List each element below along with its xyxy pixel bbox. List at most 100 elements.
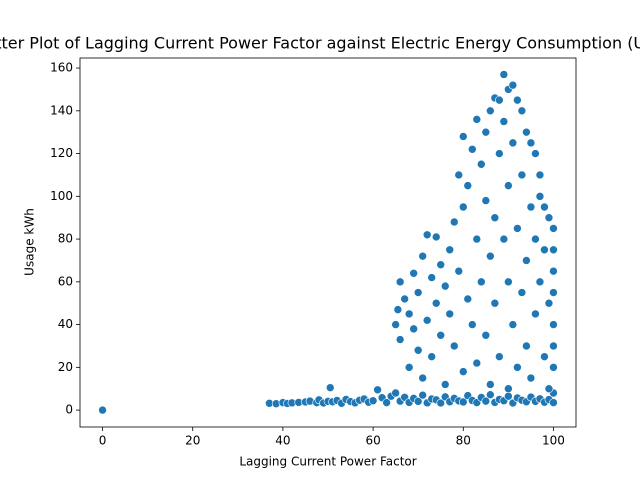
point: [499, 234, 509, 244]
point: [549, 341, 558, 351]
point: [522, 127, 531, 137]
point: [499, 70, 509, 79]
y-tick-label: 60: [58, 274, 73, 288]
point: [486, 106, 495, 116]
point: [445, 245, 455, 255]
x-tick-label: 20: [185, 434, 200, 448]
point: [477, 159, 486, 169]
point: [393, 305, 403, 314]
point: [540, 202, 549, 212]
point: [422, 316, 432, 325]
point: [504, 277, 513, 287]
point: [549, 363, 558, 372]
point: [531, 234, 540, 244]
point: [517, 170, 527, 180]
point: [544, 298, 554, 308]
point: [526, 202, 536, 212]
point: [477, 277, 486, 287]
point: [404, 309, 414, 319]
point: [98, 405, 107, 415]
point: [486, 390, 495, 400]
point: [431, 298, 441, 308]
point: [463, 294, 473, 304]
point: [427, 273, 437, 282]
point: [458, 132, 468, 141]
point: [540, 245, 549, 255]
point: [472, 234, 482, 244]
point: [526, 138, 536, 148]
point: [467, 144, 477, 154]
point: [513, 95, 522, 105]
point: [495, 149, 504, 158]
point: [404, 363, 414, 372]
point: [440, 281, 450, 291]
point: [535, 170, 545, 180]
chart-title: Scatter Plot of Lagging Current Power Fa…: [0, 34, 640, 53]
point: [449, 217, 459, 227]
point: [449, 341, 459, 351]
point: [549, 320, 558, 329]
point: [467, 320, 477, 329]
point: [481, 396, 491, 406]
plot-frame: [79, 57, 577, 428]
y-tick-label: 100: [50, 189, 73, 203]
point: [458, 397, 468, 407]
point: [454, 266, 464, 276]
y-axis-label: Usage kWh: [23, 208, 37, 276]
point: [391, 320, 400, 329]
point: [549, 266, 558, 276]
y-tick-label: 160: [50, 61, 73, 75]
point: [486, 251, 495, 261]
point: [481, 127, 491, 137]
point: [458, 202, 468, 212]
point: [418, 390, 427, 400]
point: [325, 383, 335, 392]
x-tick-label: 80: [456, 434, 471, 448]
point: [413, 345, 423, 355]
point: [427, 352, 437, 361]
point: [472, 358, 482, 368]
x-tick-label: 100: [542, 434, 565, 448]
point: [458, 367, 468, 376]
point: [481, 330, 491, 340]
point: [508, 320, 518, 329]
point: [445, 309, 455, 319]
point: [531, 309, 540, 319]
point: [486, 380, 495, 389]
point: [504, 391, 513, 401]
x-tick-label: 0: [99, 434, 107, 448]
point: [549, 224, 558, 233]
point: [535, 192, 545, 201]
point: [409, 324, 418, 334]
point: [490, 213, 500, 223]
point: [431, 232, 441, 242]
point: [395, 277, 405, 287]
point: [395, 335, 405, 344]
point: [422, 230, 432, 240]
point: [522, 341, 531, 351]
point: [490, 298, 500, 308]
point: [436, 260, 446, 270]
point: [436, 330, 446, 340]
point: [368, 396, 378, 406]
point: [418, 373, 427, 383]
point: [499, 117, 509, 126]
point: [517, 288, 527, 297]
point: [535, 277, 545, 287]
y-tick-label: 120: [50, 146, 73, 160]
point: [549, 245, 558, 255]
point: [418, 251, 427, 261]
y-tick-label: 0: [65, 403, 73, 417]
y-tick-label: 80: [58, 232, 73, 246]
point: [409, 268, 418, 278]
point: [531, 149, 540, 158]
point: [495, 95, 504, 105]
point: [549, 398, 558, 407]
point: [504, 181, 513, 190]
x-axis-label: Lagging Current Power Factor: [239, 455, 416, 469]
point: [504, 384, 513, 394]
point: [391, 388, 400, 398]
y-tick-label: 140: [50, 103, 73, 117]
